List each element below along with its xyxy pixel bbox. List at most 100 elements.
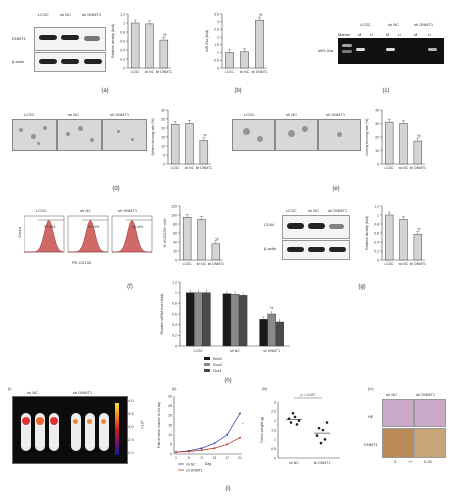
chart-d-bar: [199, 140, 209, 165]
chart-h-bar-bmi1: [259, 319, 268, 347]
blot-g-row-2: β-actin: [264, 246, 277, 251]
weight-point: [291, 411, 295, 415]
chart-h-bar-sox2: [194, 292, 203, 347]
chart-e-tick-label: 30: [375, 122, 379, 126]
growth-point: [226, 433, 229, 436]
chart-h-bar-bmi1: [186, 292, 195, 347]
growth-day-label: 5: [188, 456, 190, 460]
weight-tick-label: 2: [274, 419, 276, 423]
weight-point: [325, 421, 329, 424]
growth-tick-label: 30: [168, 394, 172, 398]
weight-tick-label: 1: [274, 438, 276, 442]
chart-d-svg: 0 5 10 15 20 25 30 Sphere forming rate (%) LCSC s…: [151, 108, 212, 170]
caption-d: (d): [112, 186, 120, 192]
blot-g-group-3: sh DNMT1: [328, 208, 348, 213]
chart-growth: 0 5 10 15 20 25 30 1 5 9 13 17 21 Day Fold of tumor vo…: [152, 388, 248, 478]
blot-g-group-2: sh NC: [308, 208, 320, 213]
growth-tick-label: 5: [170, 443, 172, 447]
chart-h-tick-label: 1.2: [172, 280, 177, 284]
chart-g-tick-label: 0.6: [374, 231, 379, 235]
chart-f-tick-label: 80: [173, 222, 177, 226]
e-img-label-2: sh NC: [286, 112, 298, 117]
gel-lane-1: M: [358, 32, 362, 37]
gel-marker-label: Marker: [338, 32, 351, 37]
chart-b-tick-label: 1: [217, 51, 219, 55]
chart-e-category-label: LCSC: [385, 166, 395, 170]
imaging-group-1: sh NC: [27, 390, 39, 395]
chart-g-svg: 0 0.2 0.4 0.6 0.8 1 1.2 Relative density (fold)…: [365, 204, 426, 266]
growth-point: [239, 436, 241, 439]
caption-g: (g): [358, 284, 366, 290]
blot-a-group-2: sh NC: [60, 12, 72, 17]
chart-g-tick-label: 1.2: [374, 204, 379, 208]
gel-lane-4: U: [398, 32, 401, 37]
caption-b: (b): [234, 88, 242, 94]
weight-point: [319, 441, 323, 445]
chart-f-tick-label: 120: [171, 204, 177, 208]
chart-a-tick-label: 0.2: [120, 57, 125, 61]
chart-b-category-label: sh DNMT1: [251, 70, 267, 74]
chart-h-category-label: sh DNMT1: [263, 349, 280, 353]
caption-e: (e): [332, 186, 340, 192]
chart-d-tick-label: 0: [163, 162, 165, 166]
panel-g-blot: LCSC sh NC sh DNMT1 CD44 β-actin: [264, 208, 360, 270]
chart-a-bar: [130, 22, 140, 69]
panel-f-flow: Count PE-CD133 LCSC sh NC sh DNMT1 97.5%…: [14, 208, 158, 266]
growth-xlabel: Day: [205, 462, 212, 466]
flow-svg: [24, 215, 153, 253]
chart-h-tick-label: 0.2: [172, 334, 177, 338]
ihc-dnmt1-2: [414, 428, 446, 458]
i-sub-iv: (iv): [368, 386, 374, 391]
chart-g-category-label: sh NC: [399, 262, 409, 266]
colorbar-tick-2: 3.5: [128, 411, 134, 416]
chart-a-category-label: sh DNMT1: [156, 70, 172, 74]
chart-a-tick-label: 0.4: [120, 48, 125, 52]
chart-h-category-label: LCSC: [194, 349, 204, 353]
gel-group-1: LCSC: [360, 22, 371, 27]
chart-e-bar: [384, 121, 394, 165]
chart-e-tick-label: 10: [375, 149, 379, 153]
chart-g-sig-label: *#: [417, 227, 420, 231]
chart-h-tick-label: 1: [175, 291, 177, 295]
d-img-label-2: sh NC: [68, 112, 80, 117]
chart-b-bar: [225, 52, 234, 69]
e-img-2: [275, 119, 318, 151]
caption-c: (c): [382, 88, 390, 94]
weight-tick-label: 2.5: [271, 410, 276, 414]
weight-category-label: sh NC: [289, 461, 299, 465]
chart-g-tick-label: 0: [377, 258, 379, 262]
growth-sig-label: *: [242, 421, 244, 426]
chart-b-tick-label: 3.5: [214, 12, 219, 16]
gel-image: [338, 38, 444, 64]
weight-point: [295, 423, 299, 426]
chart-g-tick-label: 0.4: [374, 240, 379, 244]
chart-f-category-label: sh NC: [197, 262, 207, 266]
colorbar-tick-3: 3.0: [128, 424, 134, 429]
weight-tick-label: 3: [274, 400, 276, 404]
chart-h-category-label: sh NC: [230, 349, 240, 353]
colorbar: [115, 403, 119, 455]
growth-point: [239, 412, 241, 415]
weight-point: [317, 426, 321, 430]
blot-g-group-1: LCSC: [286, 208, 297, 213]
chart-h-bar-bmi1: [222, 293, 232, 347]
chart-e-category-label: sh DNMT1: [410, 166, 426, 170]
chart-e-bar: [413, 140, 423, 165]
legend-h-swatch-1: [204, 357, 210, 360]
mouse-5: [85, 413, 95, 451]
chart-h-bar-sox2: [267, 313, 276, 347]
blot-a-group-1: LCSC: [38, 12, 49, 17]
chart-h-tick-label: 0: [175, 344, 177, 348]
ihc-group-2: sh DNMT1: [416, 392, 436, 397]
growth-day-label: 9: [201, 456, 203, 460]
chart-a-sig-label: *#: [163, 33, 166, 37]
ihc-score-1: 3: [394, 459, 397, 464]
chart-e-ylabel: Colony forming rate (%): [365, 119, 369, 156]
flow-group-2: sh NC: [80, 208, 92, 213]
flow-group-1: LCSC: [36, 208, 47, 213]
imaging-group-2: sh DNMT1: [73, 390, 93, 395]
chart-d-category-label: LCSC: [171, 166, 181, 170]
growth-legend-label: sh NC: [186, 462, 196, 466]
chart-g-category-label: sh DNMT1: [410, 262, 426, 266]
